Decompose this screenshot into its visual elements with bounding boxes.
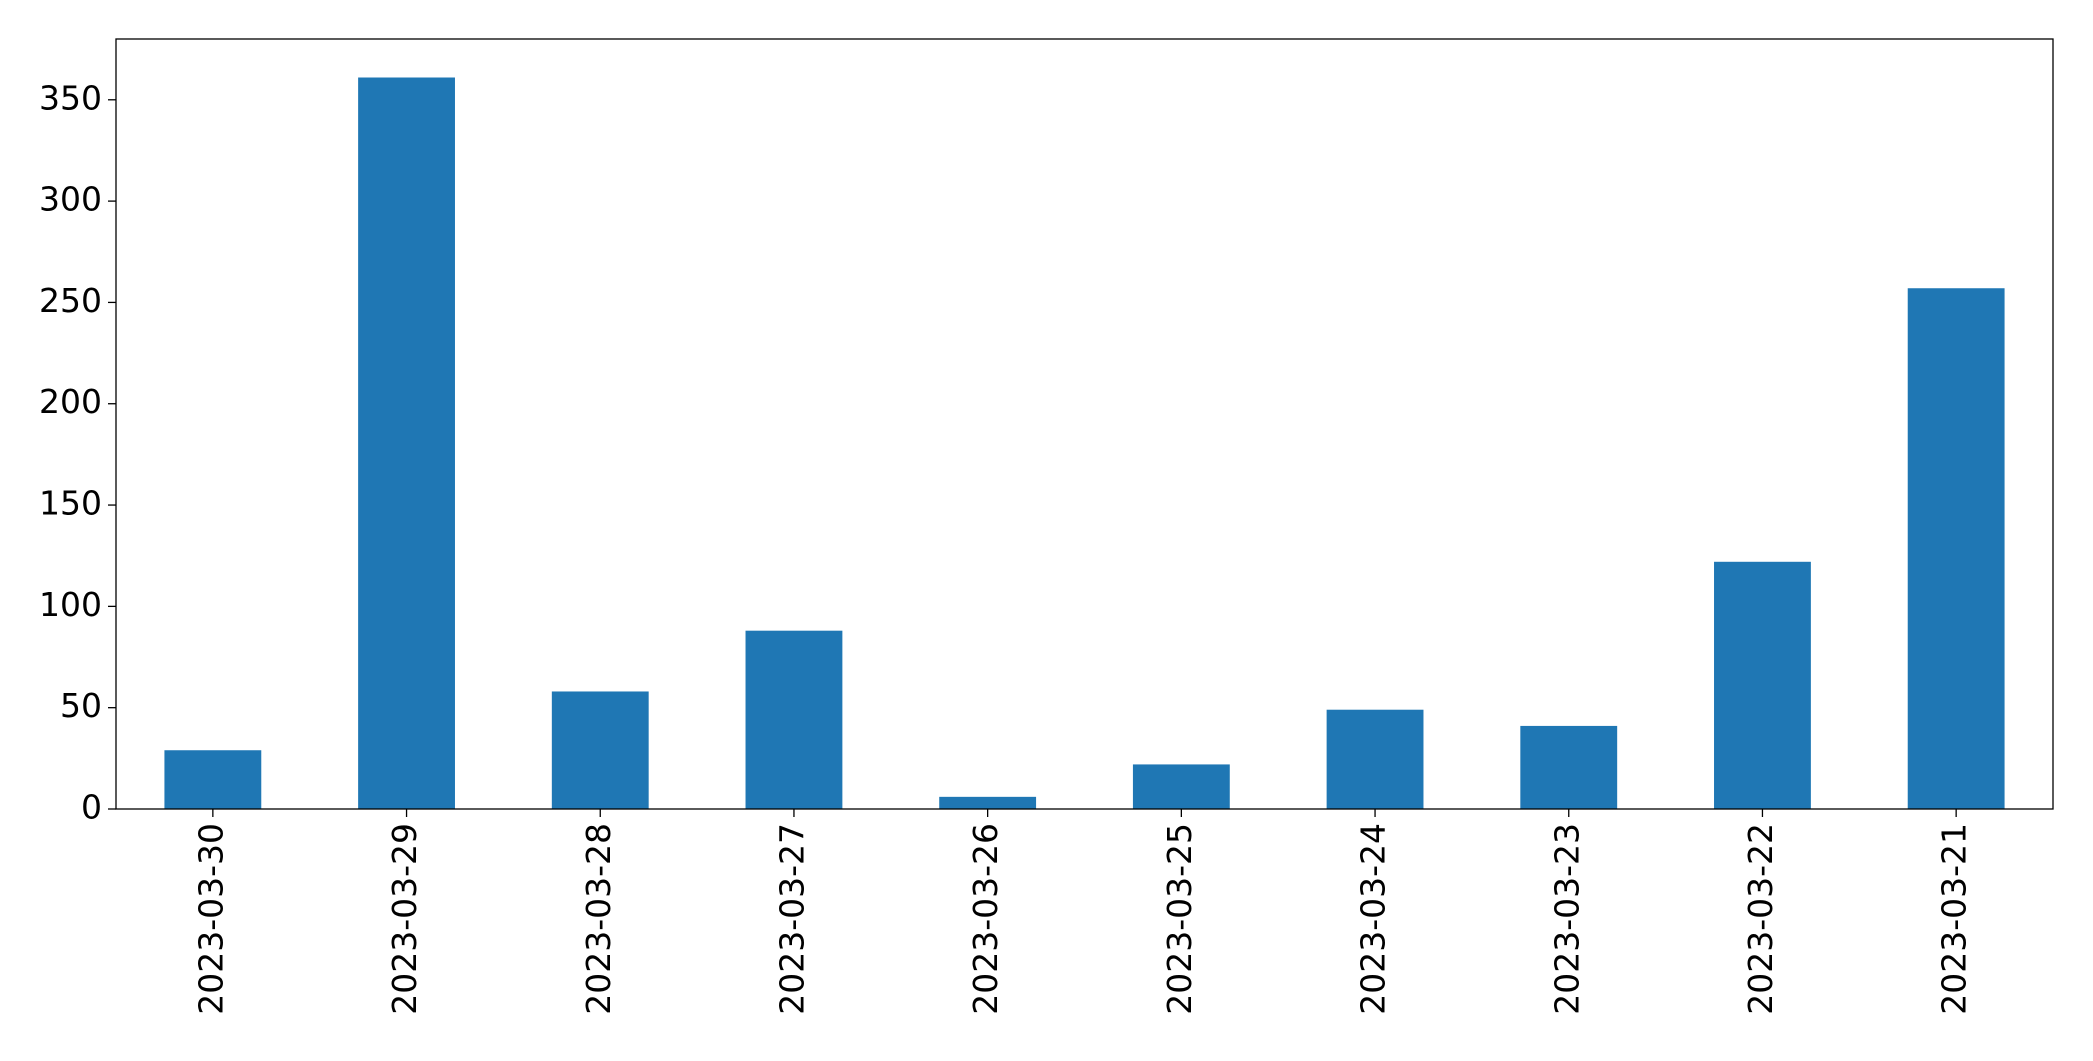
x-tick-label: 2023-03-21 <box>1935 823 1974 1015</box>
bar <box>1714 561 1811 809</box>
y-tick-label: 300 <box>39 180 102 219</box>
x-tick-label: 2023-03-30 <box>191 823 230 1015</box>
y-tick-label: 50 <box>60 686 102 725</box>
y-tick-label: 200 <box>39 382 102 421</box>
x-tick-label: 2023-03-24 <box>1354 823 1393 1015</box>
x-tick-label: 2023-03-26 <box>966 823 1005 1015</box>
bar <box>1907 288 2005 810</box>
y-tick-label: 100 <box>39 585 102 624</box>
bar <box>551 691 649 809</box>
bar <box>358 77 455 809</box>
x-tick-label: 2023-03-28 <box>579 823 618 1015</box>
x-tick-label: 2023-03-23 <box>1547 823 1586 1015</box>
bar <box>1326 709 1424 809</box>
bar <box>939 796 1037 809</box>
bar <box>164 750 262 809</box>
y-tick-label: 150 <box>39 484 102 523</box>
bar <box>745 630 843 809</box>
y-tick-label: 350 <box>39 78 102 117</box>
x-tick-label: 2023-03-27 <box>772 823 811 1015</box>
y-tick-label: 250 <box>39 281 102 320</box>
plot-frame <box>115 38 2054 810</box>
bar <box>1132 764 1230 809</box>
bar <box>1520 725 1618 809</box>
x-tick-label: 2023-03-22 <box>1741 823 1780 1015</box>
y-tick-label: 0 <box>81 788 102 827</box>
x-tick-label: 2023-03-25 <box>1160 823 1199 1015</box>
x-tick-label: 2023-03-29 <box>385 823 424 1015</box>
